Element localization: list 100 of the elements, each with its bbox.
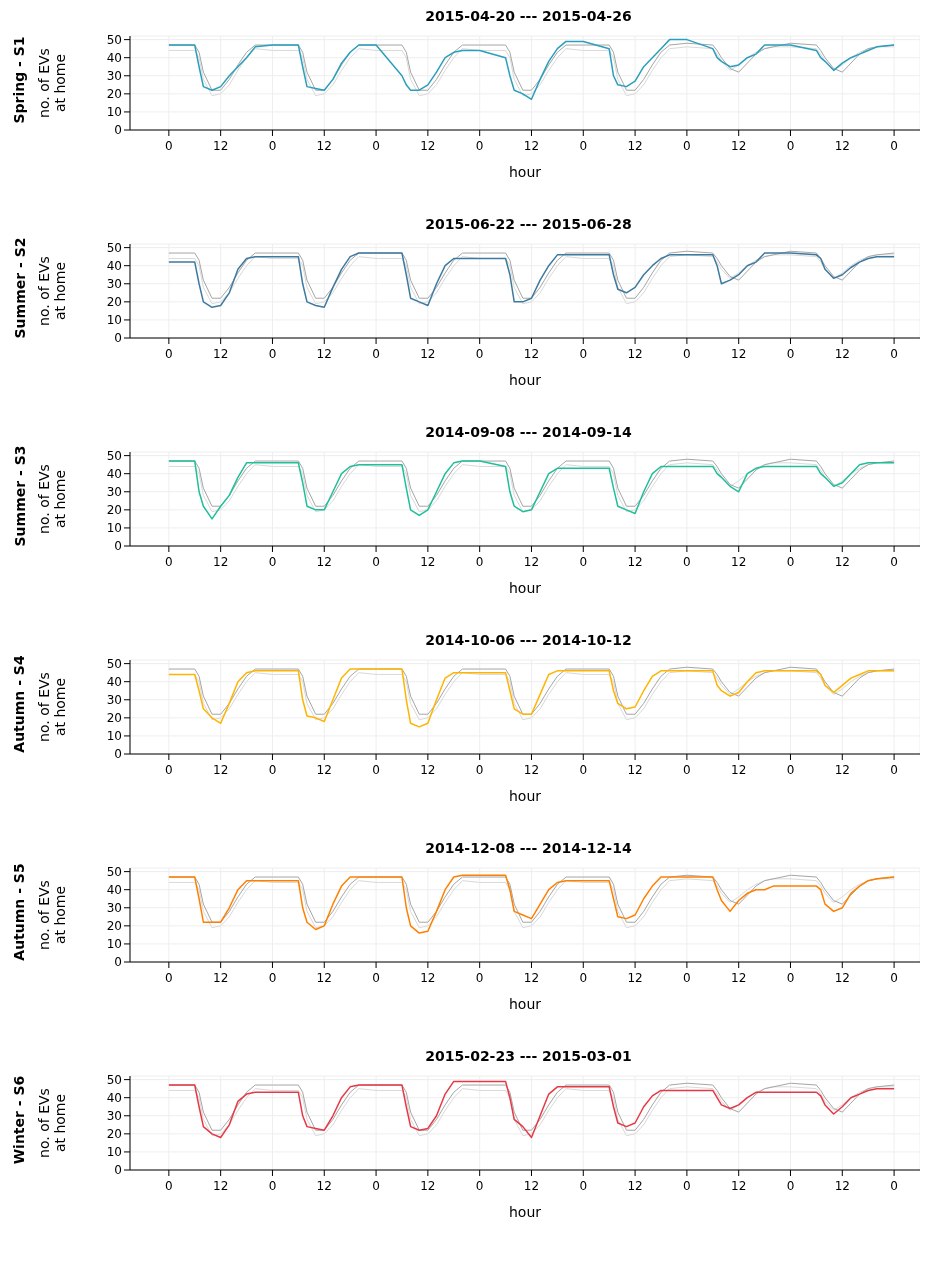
x-tick-label: 0 xyxy=(372,555,380,569)
x-tick-label: 12 xyxy=(523,555,540,569)
x-tick-label: 0 xyxy=(683,971,691,985)
x-tick-label: 12 xyxy=(834,763,850,777)
y-tick-label: 30 xyxy=(106,485,122,500)
x-tick-label: 0 xyxy=(786,555,795,569)
x-tick-label: 12 xyxy=(523,347,540,361)
x-tick-label: 0 xyxy=(372,763,380,777)
y-axis-title: no. of EVs at home xyxy=(36,464,68,534)
x-tick-label: 0 xyxy=(372,971,380,985)
x-tick-label: 0 xyxy=(579,971,588,985)
y-tick-label: 40 xyxy=(106,258,122,273)
y-tick-label: 50 xyxy=(106,448,122,463)
chart-title: 2014-09-08 --- 2014-09-14 xyxy=(424,424,633,440)
x-tick-label: 12 xyxy=(731,555,747,569)
x-tick-label: 12 xyxy=(627,971,643,985)
x-tick-label: 0 xyxy=(890,1179,898,1193)
x-tick-label: 0 xyxy=(268,347,277,361)
x-tick-label: 0 xyxy=(890,139,898,153)
x-tick-label: 0 xyxy=(475,555,484,569)
x-tick-label: 0 xyxy=(786,347,795,361)
x-tick-label: 12 xyxy=(420,1179,436,1193)
x-tick-label: 12 xyxy=(213,1179,229,1193)
y-tick-label: 10 xyxy=(106,729,122,744)
x-tick-label: 0 xyxy=(372,139,380,153)
x-tick-label: 12 xyxy=(627,139,643,153)
x-tick-label: 12 xyxy=(627,1179,643,1193)
y-tick-label: 50 xyxy=(106,864,122,879)
y-tick-label: 10 xyxy=(106,313,122,328)
y-tick-label: 20 xyxy=(106,503,122,518)
x-tick-label: 12 xyxy=(213,763,229,777)
text: Autumn - S4 xyxy=(11,655,27,753)
x-tick-label: 0 xyxy=(268,763,277,777)
x-tick-label: 0 xyxy=(475,1179,484,1193)
x-tick-label: 12 xyxy=(523,971,540,985)
y-tick-label: 0 xyxy=(114,955,122,970)
y-axis-title: no. of EVs at home xyxy=(36,48,68,118)
x-tick-label: 12 xyxy=(834,971,850,985)
y-tick-label: 20 xyxy=(106,919,122,934)
y-tick-label: 10 xyxy=(106,105,122,120)
x-tick-label: 0 xyxy=(786,1179,795,1193)
y-tick-label: 10 xyxy=(106,1145,122,1160)
y-tick-label: 0 xyxy=(114,539,122,554)
x-tick-label: 12 xyxy=(627,555,643,569)
y-tick-label: 40 xyxy=(106,674,122,689)
x-tick-label: 0 xyxy=(475,347,484,361)
x-tick-label: 0 xyxy=(579,1179,588,1193)
y-tick-label: 20 xyxy=(106,711,122,726)
x-axis-title: hour xyxy=(508,996,542,1012)
x-tick-label: 0 xyxy=(579,555,588,569)
y-tick-label: 10 xyxy=(106,937,122,952)
x-tick-label: 12 xyxy=(420,347,436,361)
chart-title: 2014-12-08 --- 2014-12-14 xyxy=(424,840,633,856)
y-tick-label: 50 xyxy=(106,240,122,255)
text: Summer - S2 xyxy=(11,237,28,339)
x-tick-label: 0 xyxy=(683,763,691,777)
x-tick-label: 0 xyxy=(165,1179,173,1193)
y-axis-title: no. of EVs at home xyxy=(36,672,68,742)
x-tick-label: 12 xyxy=(523,763,540,777)
text: Autumn - S5 xyxy=(11,863,27,961)
line-series xyxy=(168,250,895,299)
y-tick-label: 10 xyxy=(106,521,122,536)
x-tick-label: 12 xyxy=(316,555,332,569)
x-tick-label: 12 xyxy=(316,139,332,153)
x-tick-label: 12 xyxy=(731,763,747,777)
text: Summer - S3 xyxy=(11,445,28,547)
x-tick-label: 12 xyxy=(213,555,229,569)
y-tick-label: 50 xyxy=(106,1072,122,1087)
x-tick-label: 12 xyxy=(834,555,850,569)
x-tick-label: 0 xyxy=(683,347,691,361)
x-tick-label: 12 xyxy=(316,1179,332,1193)
x-tick-label: 0 xyxy=(579,347,588,361)
x-axis-title: hour xyxy=(508,164,542,180)
x-tick-label: 12 xyxy=(420,555,436,569)
x-tick-label: 0 xyxy=(165,347,173,361)
x-tick-label: 0 xyxy=(165,555,173,569)
x-tick-label: 12 xyxy=(420,971,436,985)
x-tick-label: 0 xyxy=(475,139,484,153)
x-tick-label: 0 xyxy=(579,763,588,777)
y-tick-label: 30 xyxy=(106,1109,122,1124)
x-tick-label: 0 xyxy=(475,763,484,777)
x-tick-label: 12 xyxy=(316,971,332,985)
line-series xyxy=(168,666,895,715)
x-tick-label: 0 xyxy=(372,347,380,361)
line-series xyxy=(168,46,895,97)
chart-title: 2015-02-23 --- 2015-03-01 xyxy=(424,1048,633,1064)
x-tick-label: 0 xyxy=(372,1179,380,1193)
x-tick-label: 12 xyxy=(213,347,229,361)
x-tick-label: 0 xyxy=(165,971,173,985)
x-tick-label: 12 xyxy=(420,139,436,153)
chart-title: 2014-10-06 --- 2014-10-12 xyxy=(424,632,633,648)
x-axis-title: hour xyxy=(508,1204,542,1220)
x-tick-label: 0 xyxy=(786,139,795,153)
x-tick-label: 12 xyxy=(316,763,332,777)
y-tick-label: 30 xyxy=(106,69,122,84)
y-tick-label: 40 xyxy=(106,1090,122,1105)
x-tick-label: 12 xyxy=(316,347,332,361)
y-tick-label: 40 xyxy=(106,50,122,65)
text: Spring - S1 xyxy=(11,36,27,124)
x-tick-label: 0 xyxy=(475,971,484,985)
